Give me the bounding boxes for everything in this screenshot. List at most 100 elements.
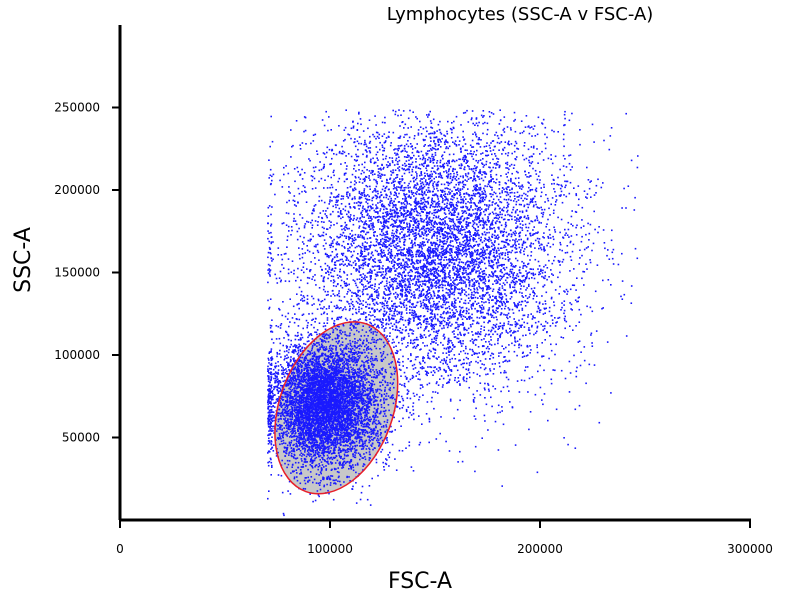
data-point	[449, 193, 451, 195]
data-point	[385, 155, 388, 158]
data-point	[476, 257, 478, 259]
data-point	[448, 153, 451, 156]
data-point	[458, 241, 461, 244]
data-point	[434, 171, 436, 173]
data-point	[433, 132, 435, 135]
data-point	[401, 276, 403, 278]
data-point	[303, 226, 306, 229]
data-point	[445, 242, 447, 245]
data-point	[443, 368, 445, 371]
data-point	[575, 234, 578, 236]
data-point	[397, 114, 399, 117]
data-point	[541, 275, 543, 278]
data-point	[456, 136, 459, 139]
data-point	[483, 281, 486, 284]
data-point	[408, 155, 410, 157]
data-point	[377, 190, 379, 193]
data-point	[512, 274, 515, 277]
data-point	[401, 450, 404, 452]
data-point	[389, 308, 392, 311]
data-point	[490, 314, 492, 316]
data-point	[457, 238, 460, 240]
data-point	[363, 191, 365, 194]
data-point	[492, 193, 494, 196]
data-point	[462, 241, 464, 243]
data-point	[433, 165, 436, 167]
data-point	[474, 296, 477, 299]
data-point	[435, 287, 437, 289]
data-point	[449, 254, 451, 257]
data-point	[437, 344, 439, 346]
data-point	[464, 299, 467, 302]
data-point	[297, 267, 299, 270]
data-point	[441, 306, 444, 309]
data-point	[344, 229, 346, 231]
data-point	[524, 241, 527, 244]
data-point	[382, 168, 384, 170]
data-point	[463, 228, 465, 231]
data-point	[363, 250, 366, 252]
data-point	[398, 285, 401, 287]
data-point	[498, 183, 501, 186]
data-point	[482, 257, 484, 259]
data-point	[442, 280, 445, 283]
data-point	[482, 192, 484, 194]
data-point	[544, 142, 547, 145]
data-point	[569, 325, 571, 327]
data-point	[396, 237, 399, 240]
data-point	[373, 418, 375, 421]
data-point	[550, 296, 553, 299]
data-point	[378, 287, 380, 289]
data-point	[486, 312, 488, 315]
data-point	[435, 176, 437, 178]
data-point	[419, 387, 422, 390]
data-point	[440, 176, 442, 179]
data-point	[428, 418, 431, 421]
data-point	[433, 407, 435, 410]
data-point	[423, 283, 426, 285]
data-point	[354, 188, 357, 191]
data-point	[403, 240, 406, 243]
data-point	[499, 109, 501, 111]
data-point	[490, 275, 492, 278]
data-point	[395, 219, 398, 221]
data-point	[416, 289, 418, 291]
data-point	[459, 294, 462, 296]
data-point	[484, 203, 486, 206]
data-point	[460, 292, 462, 295]
data-point	[373, 226, 375, 228]
data-point	[282, 267, 285, 269]
data-point	[501, 187, 504, 189]
data-point	[435, 337, 438, 339]
data-point	[521, 318, 524, 320]
data-point	[529, 332, 531, 335]
data-point	[528, 186, 530, 189]
data-point	[489, 162, 491, 164]
data-point	[380, 261, 382, 264]
data-point	[393, 373, 396, 375]
data-point	[393, 236, 395, 238]
data-point	[447, 351, 450, 353]
data-point	[524, 223, 527, 226]
data-point	[490, 193, 492, 195]
data-point	[515, 227, 518, 229]
data-point	[483, 210, 485, 213]
data-point	[371, 191, 374, 193]
data-point	[536, 346, 538, 349]
data-point	[499, 411, 501, 414]
data-point	[353, 202, 356, 204]
data-point	[381, 180, 383, 182]
data-point	[456, 171, 458, 174]
data-point	[374, 261, 377, 263]
data-point	[441, 294, 444, 297]
data-point	[466, 207, 468, 210]
data-point	[374, 323, 376, 326]
data-point	[414, 306, 416, 308]
data-point	[464, 231, 467, 234]
data-point	[319, 212, 322, 214]
data-point	[414, 275, 416, 277]
data-point	[436, 165, 439, 167]
data-point	[345, 237, 347, 239]
data-point	[305, 191, 307, 193]
data-point	[456, 251, 459, 253]
